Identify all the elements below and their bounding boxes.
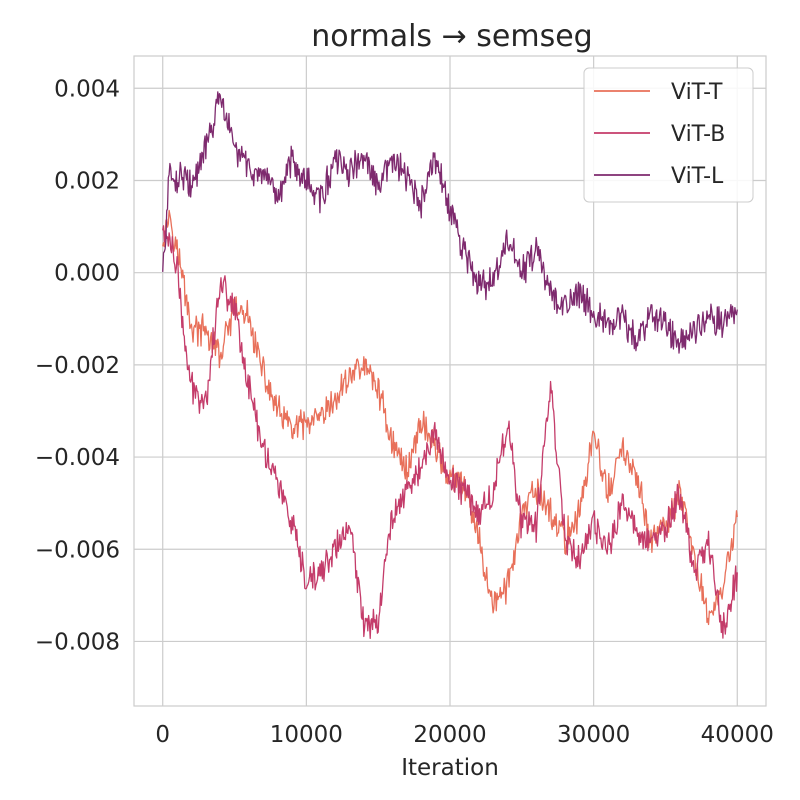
- legend-label-vit-t: ViT-T: [671, 80, 723, 105]
- legend: ViT-T ViT-B ViT-L: [583, 67, 754, 203]
- x-tick-label: 40000: [701, 722, 774, 748]
- y-tick-label: 0.000: [54, 261, 120, 287]
- legend-label-vit-l: ViT-L: [671, 164, 724, 189]
- tick-layer: 0 10000 20000 30000 40000 0.004 0.002 0.000 −0.0…: [35, 76, 774, 748]
- y-tick-label: 0.004: [54, 76, 120, 102]
- chart-title: normals → semseg: [311, 19, 592, 54]
- plot-frame: [133, 55, 767, 707]
- legend-box: [583, 67, 754, 203]
- series-line-vit-l: [162, 91, 738, 354]
- x-tick-label: 10000: [270, 722, 343, 748]
- x-tick-label: 30000: [557, 722, 630, 748]
- y-tick-label: −0.004: [35, 445, 120, 471]
- x-axis-title: Iteration: [401, 755, 499, 781]
- y-tick-label: −0.006: [35, 537, 120, 563]
- series-line-vit-b: [162, 225, 738, 639]
- x-tick-label: 0: [155, 722, 170, 748]
- y-tick-label: 0.002: [54, 168, 120, 194]
- y-tick-label: −0.008: [35, 629, 120, 655]
- legend-label-vit-b: ViT-B: [671, 122, 725, 147]
- x-tick-label: 20000: [413, 722, 486, 748]
- grid: [134, 56, 766, 706]
- series-line-vit-t: [162, 209, 738, 626]
- y-tick-label: −0.002: [35, 353, 120, 379]
- series-layer: [162, 91, 738, 639]
